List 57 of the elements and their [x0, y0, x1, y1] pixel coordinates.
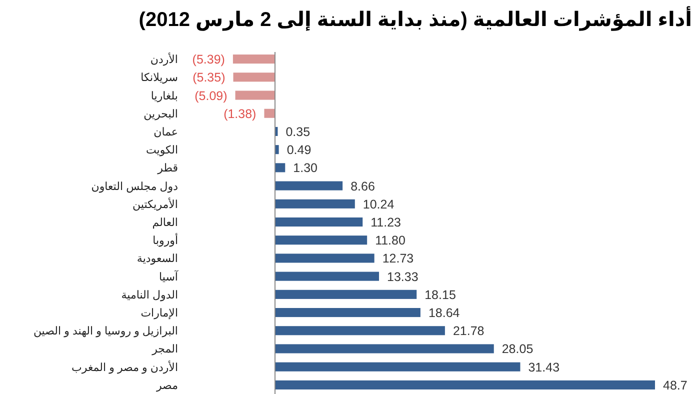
y-tick-label: المجر [151, 344, 178, 356]
y-tick-label: الكويت [146, 144, 178, 157]
data-label: 0.49 [286, 143, 312, 158]
bar [275, 344, 494, 354]
y-tick-label: الدول النامية [121, 289, 178, 302]
bar [275, 145, 279, 154]
bar [275, 163, 286, 172]
bar [275, 272, 380, 281]
data-label: 11.80 [375, 234, 406, 248]
data-label: 13.33 [387, 270, 418, 284]
bar [275, 217, 363, 227]
bar [275, 290, 417, 299]
bar [264, 108, 275, 118]
data-label: 48.7 [663, 378, 688, 392]
data-label: 8.66 [350, 179, 375, 194]
y-tick-label: الأردن [150, 52, 178, 66]
bar [275, 199, 355, 208]
data-label: 11.23 [370, 216, 402, 230]
data-label: 18.64 [428, 306, 460, 320]
y-tick-label: آسيا [159, 269, 179, 284]
data-label: 10.24 [362, 197, 394, 212]
bar [275, 254, 374, 263]
data-label: 31.43 [528, 360, 560, 374]
bar [275, 308, 420, 318]
y-tick-label: سريلانكا [140, 72, 178, 84]
y-tick-label: مصر [155, 380, 178, 392]
y-tick-label: البرازيل و روسيا و الهند و الصين [33, 326, 178, 338]
bar [233, 72, 275, 82]
data-label: 28.05 [502, 342, 534, 356]
y-tick-label: قطر [156, 162, 178, 175]
data-label: (5.35) [192, 70, 226, 85]
bar [235, 90, 275, 100]
bar [275, 236, 368, 245]
y-tick-label: الأردن و مصر و المغرب [72, 360, 178, 374]
data-label: 21.78 [452, 324, 484, 338]
y-tick-label: السعودية [136, 253, 178, 266]
bar [232, 54, 275, 64]
y-tick-label: البحرين [144, 108, 178, 120]
data-label: (1.38) [224, 106, 256, 121]
bar [275, 326, 445, 336]
y-tick-label: عمان [154, 126, 178, 138]
y-tick-label: بلغاريا [150, 90, 178, 102]
data-label: 12.73 [382, 252, 414, 266]
data-label: 0.35 [286, 124, 310, 139]
y-tick-label: الإمارات [140, 308, 178, 320]
data-label: (5.39) [192, 52, 225, 67]
y-tick-label: العالم [152, 217, 178, 229]
y-tick-label: الأمريكتين [132, 196, 178, 211]
y-tick-label: أوروبا [152, 233, 178, 248]
bar [275, 380, 655, 390]
data-label: (5.09) [194, 88, 228, 103]
bar [275, 362, 520, 372]
data-label: 18.15 [424, 288, 456, 302]
data-label: 1.30 [293, 161, 318, 176]
chart-title: أداء المؤشرات العالمية (منذ بداية السنة إلى 2 مارس 2012) [138, 6, 692, 31]
y-tick-label: دول مجلس التعاون [91, 180, 178, 193]
bar [275, 181, 343, 190]
